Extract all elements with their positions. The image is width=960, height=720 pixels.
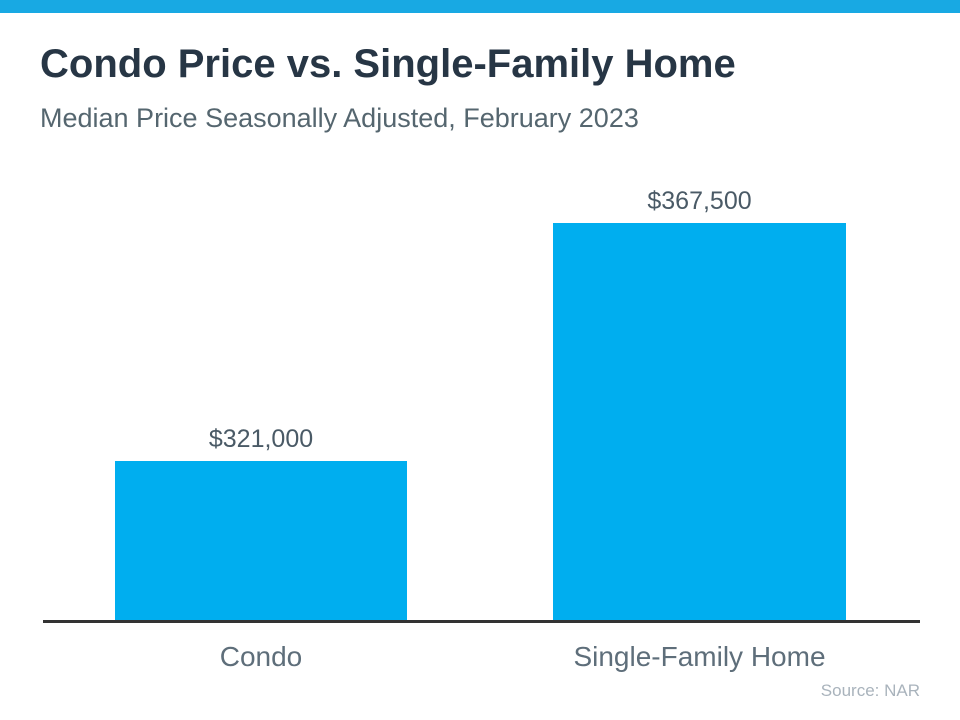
bar-group-condo: $321,000 xyxy=(115,120,407,620)
value-label-condo: $321,000 xyxy=(208,424,314,453)
chart-title: Condo Price vs. Single-Family Home xyxy=(40,42,736,86)
category-label-condo: Condo xyxy=(219,641,303,672)
x-axis-line xyxy=(43,620,920,623)
value-label-single-family: $367,500 xyxy=(647,186,752,215)
bar-single-family xyxy=(553,223,846,620)
top-accent-bar xyxy=(0,0,960,13)
bar-group-single-family: $367,500 xyxy=(553,120,846,620)
source-attribution: Source: NAR xyxy=(820,681,920,700)
bar-condo xyxy=(115,461,407,620)
category-label-single-family: Single-Family Home xyxy=(573,641,826,672)
chart-subtitle: Median Price Seasonally Adjusted, Februa… xyxy=(40,103,639,133)
